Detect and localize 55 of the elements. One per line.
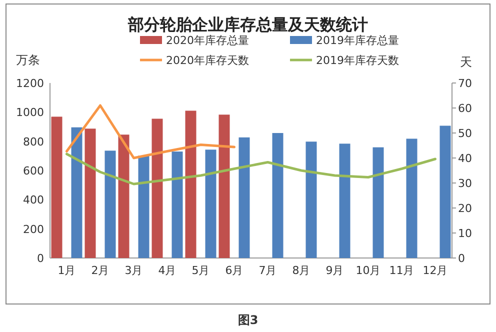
chart-title: 部分轮胎企业库存总量及天数统计 (127, 15, 368, 34)
bar (306, 142, 317, 258)
legend-label: 2019年库存总量 (316, 34, 399, 47)
bar (138, 156, 150, 258)
bar (372, 147, 384, 258)
y2-tick-label: 30 (458, 177, 472, 190)
bar (71, 127, 82, 258)
bar (218, 114, 230, 258)
y2-tick-label: 50 (458, 127, 472, 140)
y-axis-title: 万条 (16, 53, 40, 67)
y2-tick-label: 70 (458, 77, 472, 90)
y-tick-label: 200 (23, 222, 44, 236)
y2-tick-label: 40 (458, 152, 472, 165)
x-tick-label: 6月 (225, 264, 244, 277)
bar (185, 110, 196, 258)
y2-tick-label: 0 (458, 252, 465, 265)
y2-tick-label: 10 (458, 227, 472, 240)
bar (84, 128, 96, 258)
x-tick-label: 11月 (389, 264, 414, 277)
y-tick-label: 0 (37, 252, 44, 265)
bar (118, 134, 130, 258)
x-tick-label: 8月 (292, 264, 310, 277)
bar (152, 118, 163, 258)
bar (172, 152, 183, 258)
x-tick-label: 2月 (91, 264, 110, 277)
y-tick-label: 1000 (16, 106, 44, 120)
y2-tick-label: 60 (458, 102, 472, 115)
caption: 图3 (238, 313, 258, 327)
x-tick-label: 5月 (192, 264, 210, 277)
bar (205, 150, 216, 258)
x-tick-label: 4月 (158, 264, 176, 277)
y2-axis-title: 天 (460, 55, 472, 69)
x-tick-label: 1月 (58, 264, 76, 277)
line-series (66, 104, 236, 160)
legend-label: 2020年库存天数 (166, 54, 249, 67)
y-tick-label: 1200 (16, 77, 44, 90)
y-tick-label: 600 (23, 164, 44, 178)
bar (339, 144, 350, 258)
x-tick-label: 10月 (356, 264, 381, 277)
x-tick-label: 12月 (422, 264, 448, 277)
bar (406, 138, 418, 258)
x-tick-label: 9月 (326, 264, 344, 277)
x-tick-label: 3月 (124, 264, 143, 277)
bar (104, 150, 116, 258)
bar (238, 137, 250, 258)
y-tick-label: 400 (23, 194, 44, 207)
line-series (66, 152, 436, 186)
x-tick-label: 7月 (258, 264, 277, 277)
legend-label: 2019年库存天数 (316, 54, 399, 67)
bar (51, 116, 62, 258)
bar (272, 133, 284, 258)
y-tick-label: 800 (23, 135, 44, 148)
legend-label: 2020年库存总量 (166, 34, 249, 47)
y2-tick-label: 20 (458, 202, 472, 215)
bar (440, 126, 451, 258)
